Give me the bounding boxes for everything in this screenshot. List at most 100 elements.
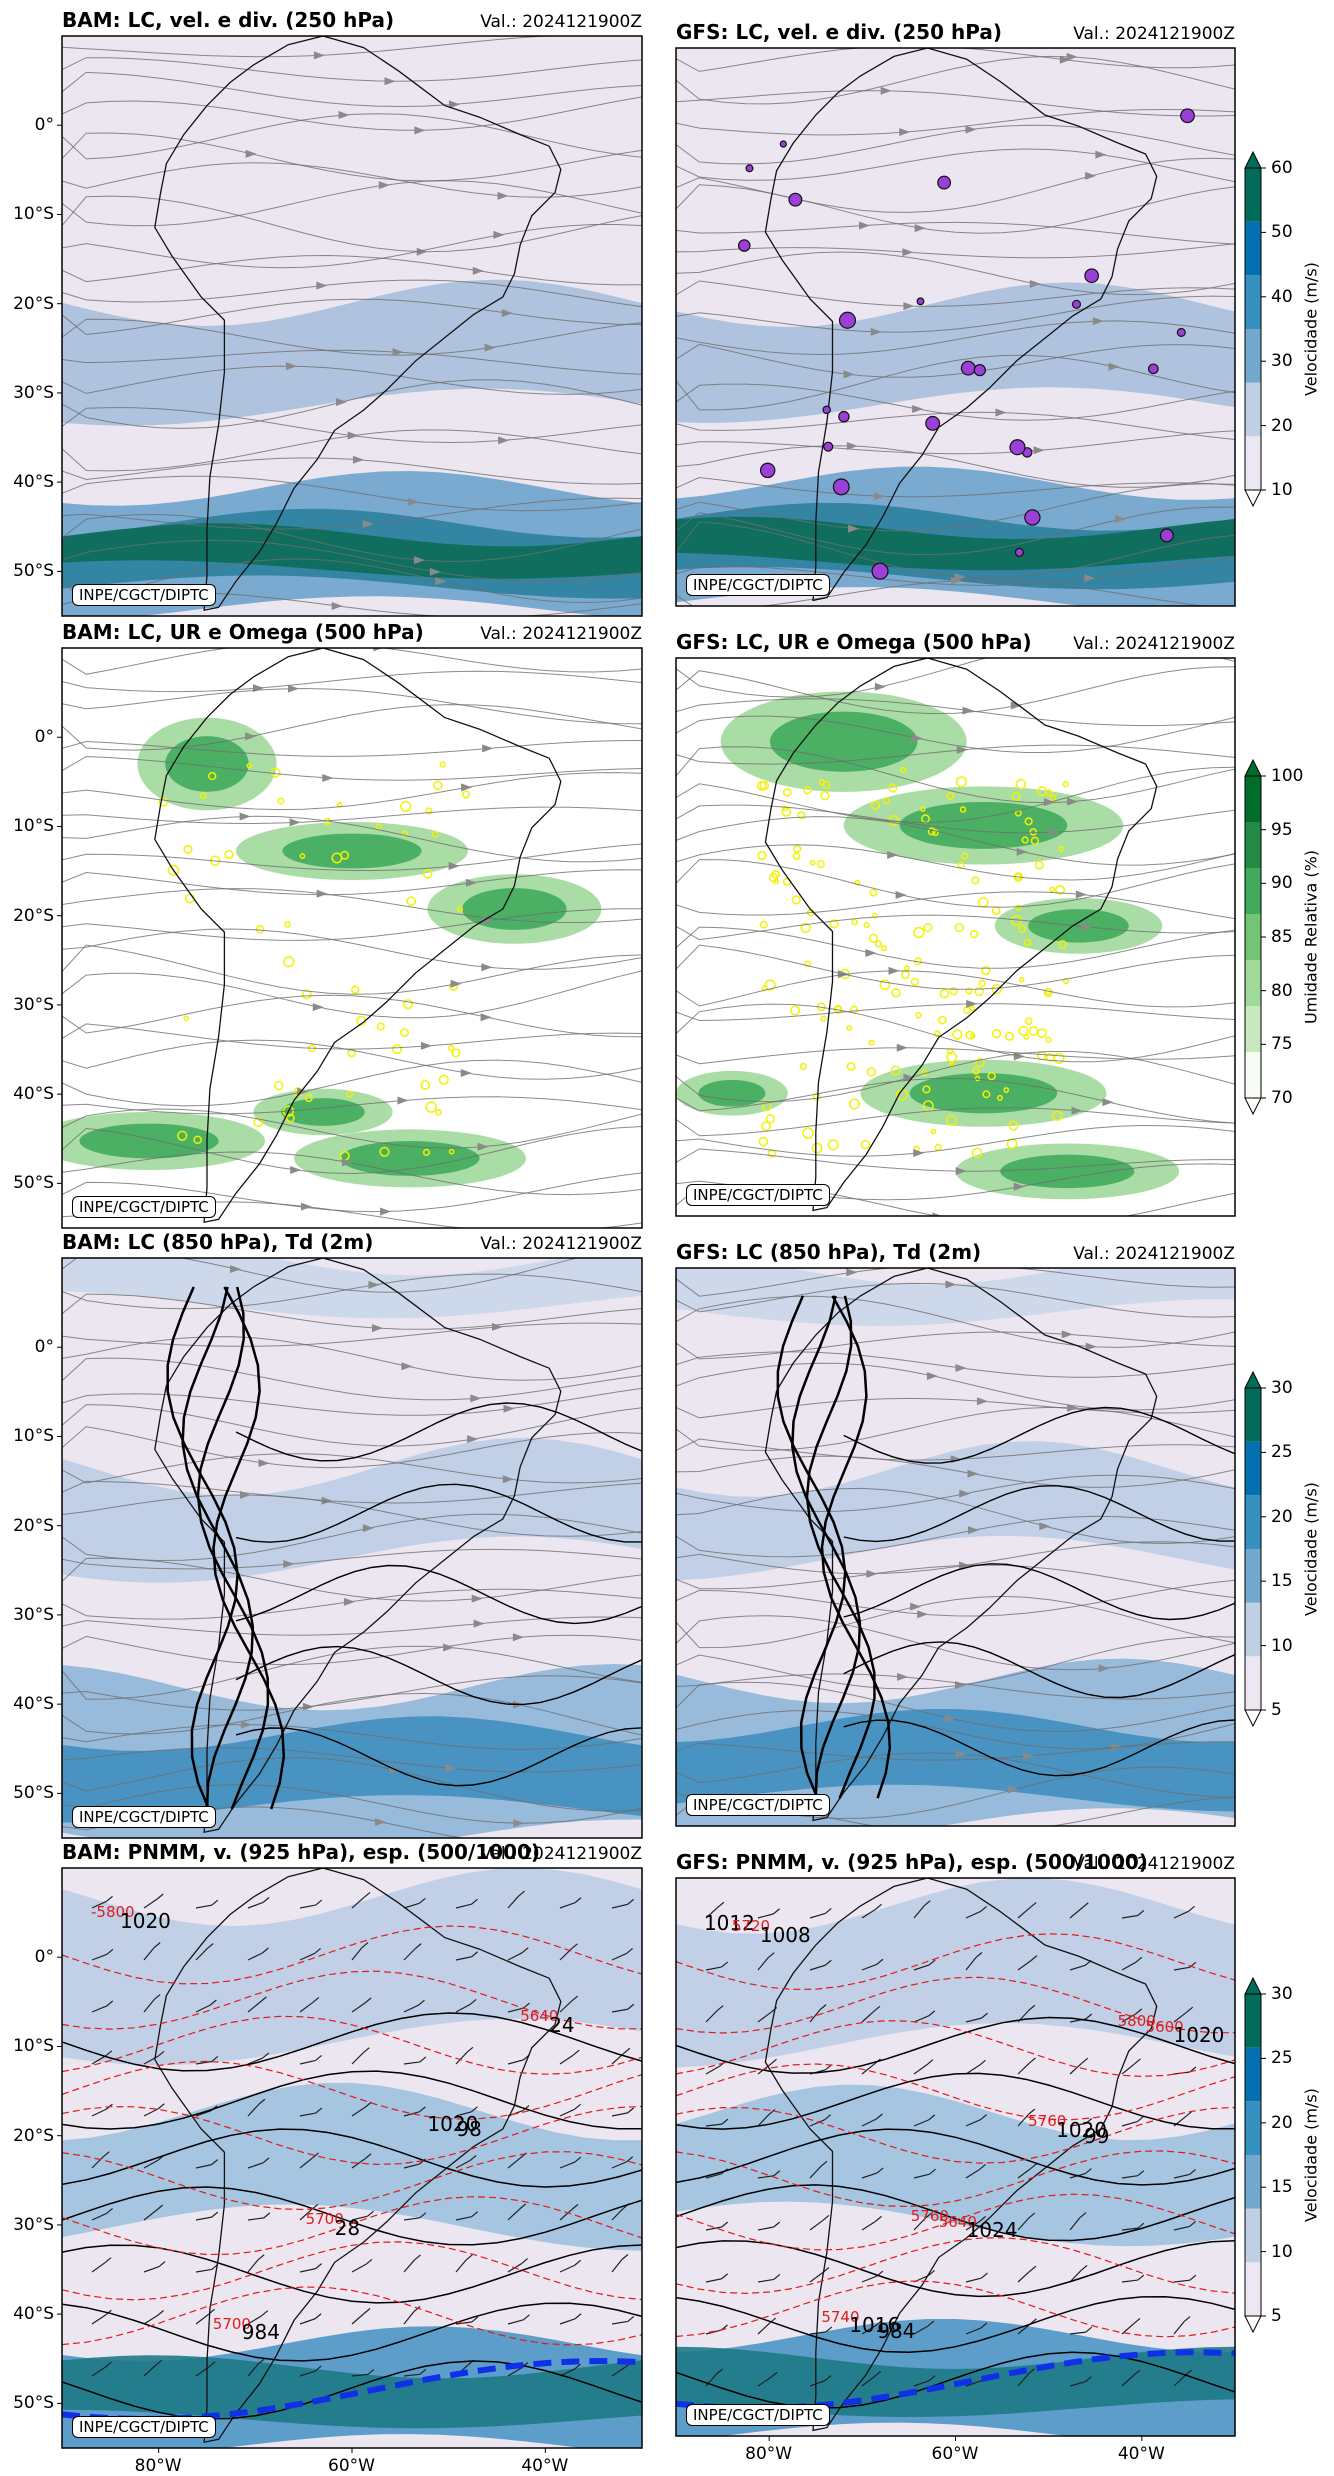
streamline-arrow — [1047, 828, 1059, 837]
wind-barb-flag — [523, 2314, 530, 2321]
streamline — [676, 1406, 1235, 1452]
dewpoint-contour — [820, 1295, 892, 1799]
wind-barb — [195, 2313, 210, 2325]
contour-label: 99 — [1084, 2123, 1110, 2148]
streamline-arrow — [470, 1394, 482, 1403]
omega-contour — [792, 852, 801, 860]
wind-barb-flag — [574, 2259, 581, 2266]
colorbar-extend-min — [1244, 2315, 1262, 2334]
colorbar-segment — [1245, 329, 1261, 383]
wind-barb — [195, 2060, 212, 2065]
wind-barb — [195, 2164, 212, 2169]
streamline-arrow — [484, 343, 496, 352]
wind-barb-flag — [521, 2258, 528, 2265]
panel-frame — [61, 647, 643, 1229]
wind-barb — [559, 1902, 576, 1909]
mslp-isobar — [676, 2072, 1235, 2130]
wind-barb — [403, 1902, 420, 1909]
streamline-arrow — [912, 405, 924, 414]
wind-barb — [757, 2376, 772, 2387]
contour-label: 1016 — [849, 2313, 901, 2338]
wind-barb-flag — [981, 2272, 988, 2279]
streamline-arrow — [408, 497, 420, 506]
wind-barb — [91, 1900, 107, 1909]
omega-contour — [400, 1028, 409, 1038]
wind-barb-flag — [157, 2103, 165, 2110]
wind-barb — [91, 1953, 108, 1961]
colorbar-label: Velocidade (m/s) — [1301, 1482, 1321, 1616]
map-panel-gfs-925hpa — [676, 1878, 1235, 2436]
streamline-arrow — [316, 889, 328, 898]
wind-barb-flag — [158, 2261, 166, 2268]
omega-contour — [860, 1139, 871, 1150]
wind-barb-flag — [413, 2306, 421, 2312]
map-panel-gfs-500hpa — [676, 658, 1235, 1216]
colorbar-tick-label: 15 — [1271, 2177, 1293, 2198]
wind-barb — [351, 2052, 364, 2065]
colorbar-segment — [1245, 960, 1261, 1006]
streamline-arrow — [1043, 798, 1055, 807]
colorbar-segment — [1245, 168, 1261, 222]
streamline — [676, 476, 1235, 498]
streamline — [62, 1494, 642, 1537]
wind-barb — [913, 1905, 925, 1919]
mslp-isobar — [676, 2184, 1235, 2242]
streamline-arrow — [1067, 1403, 1079, 1412]
wind-barb — [507, 2367, 523, 2377]
watermark: INPE/CGCT/DIPTC — [72, 1806, 216, 1828]
streamline — [62, 1273, 642, 1310]
streamline — [62, 1747, 642, 1773]
wind-barb — [1173, 1910, 1189, 1919]
colorbar-segment — [1245, 382, 1261, 437]
wind-barb — [1173, 2321, 1185, 2335]
wind-band — [62, 1437, 642, 1583]
streamline-arrow — [967, 1469, 979, 1478]
wind-barb-flag — [1135, 2008, 1143, 2015]
streamline-arrow — [300, 1202, 312, 1211]
wind-barb — [611, 2320, 628, 2325]
contour-label: 28 — [334, 2216, 361, 2240]
streamline — [62, 1096, 642, 1115]
x-tick-label: 40°W — [521, 2456, 569, 2476]
omega-contour — [177, 1130, 188, 1141]
wind-barb — [455, 2159, 471, 2169]
mslp-isobar — [62, 2070, 642, 2130]
streamline-arrow — [950, 576, 962, 585]
omega-contour — [882, 796, 891, 805]
streamline-arrow — [338, 110, 350, 119]
streamline-arrow — [473, 1619, 485, 1628]
streamline — [676, 148, 1235, 183]
wind-barb-flag — [471, 2106, 478, 2113]
streamline-arrow — [926, 1371, 938, 1380]
contour-label: 5760 — [910, 2207, 949, 2226]
streamline — [62, 1634, 642, 1666]
streamline-arrow — [1071, 1106, 1083, 1115]
wind-barb-flag — [820, 2160, 828, 2167]
wind-barb — [299, 2370, 316, 2377]
wind-barb-flag — [364, 2153, 372, 2160]
wind-barb — [299, 2059, 316, 2065]
omega-contour — [971, 876, 980, 885]
wind-barb-flag — [825, 2064, 832, 2071]
wind-barb-flag — [876, 1958, 884, 1965]
contour-label: 1020 — [120, 1908, 171, 1933]
wind-barb — [559, 2318, 576, 2325]
streamline — [676, 1362, 1235, 1411]
wind-barb-flag — [928, 2010, 936, 2017]
omega-contour — [255, 925, 265, 934]
colorbar-segment — [1245, 1994, 1261, 2048]
y-tick-label: 40°S — [13, 2304, 54, 2325]
x-tick-label: 40°W — [1117, 2444, 1165, 2464]
map-panel-bam-250hpa — [62, 36, 642, 616]
streamline-arrow — [911, 734, 923, 743]
wind-barb — [351, 2215, 368, 2221]
colorbar-tick-label: 85 — [1271, 927, 1293, 947]
streamline — [676, 1487, 1235, 1545]
wind-barb — [965, 2327, 982, 2335]
wind-barb-flag — [522, 2105, 530, 2112]
streamline-arrow — [887, 850, 899, 859]
y-tick-label: 40°S — [13, 472, 54, 493]
divergence-contour — [1024, 509, 1041, 526]
colorbar-segment — [1245, 2101, 1261, 2155]
streamline — [62, 558, 642, 603]
